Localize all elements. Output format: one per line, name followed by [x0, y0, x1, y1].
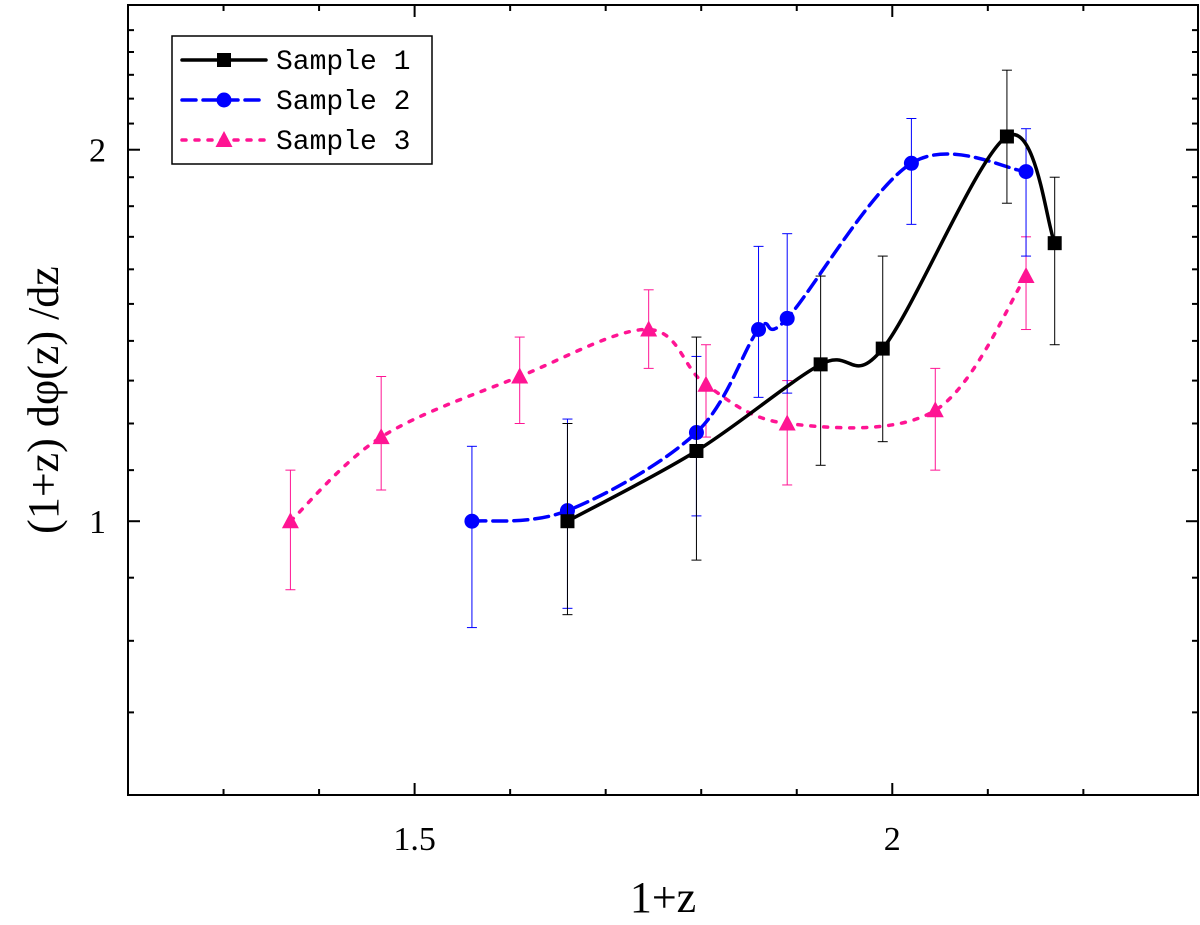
legend-label: Sample 3: [276, 127, 410, 158]
data-point: [926, 401, 944, 418]
series-sample-1: [560, 69, 1062, 616]
data-point: [778, 414, 796, 431]
legend-label: Sample 1: [276, 47, 410, 78]
ticks-layer: 1.5 2 1 2: [89, 5, 1198, 858]
data-point: [464, 513, 480, 529]
plot-area-frame: [127, 4, 1199, 796]
legend-items: Sample 1 Sample 2 Sample 3: [180, 47, 410, 158]
legend-item: Sample 2: [180, 87, 410, 118]
data-point: [751, 322, 767, 338]
error-bar: [1049, 176, 1060, 346]
error-bar: [285, 469, 296, 591]
legend-item: Sample 1: [180, 47, 410, 78]
series-sample-2: [464, 117, 1034, 629]
error-bar: [753, 245, 764, 398]
error-bar: [930, 367, 941, 471]
data-point: [372, 428, 390, 445]
legend-label: Sample 2: [276, 87, 410, 118]
error-bar: [782, 380, 793, 486]
data-point: [689, 443, 704, 458]
legend-marker: [217, 53, 231, 67]
error-bar: [906, 117, 917, 225]
y-axis-title: (1+z) dφ(z) /dz: [19, 266, 68, 534]
error-bar: [1021, 128, 1032, 257]
x-axis-title: 1+z: [630, 873, 696, 922]
data-point: [813, 357, 828, 372]
x-tick-label: 1.5: [393, 821, 436, 858]
data-point: [903, 155, 919, 171]
y-tick-label: 2: [89, 133, 106, 170]
series-line: [288, 274, 1028, 523]
data-point: [999, 129, 1014, 144]
series-layer: [281, 69, 1062, 629]
series-line: [565, 132, 1057, 523]
series-line: [470, 152, 1028, 523]
data-point: [281, 512, 299, 529]
data-point: [875, 341, 890, 356]
error-bar: [466, 445, 477, 629]
series-sample-3: [281, 236, 1035, 591]
legend-marker: [216, 92, 232, 108]
data-point: [1017, 267, 1035, 284]
data-point: [640, 320, 658, 337]
legend-marker: [215, 131, 233, 147]
legend: Sample 1 Sample 2 Sample 3: [171, 35, 433, 165]
legend-item: Sample 3: [180, 127, 410, 158]
data-point: [697, 375, 715, 392]
data-point: [560, 514, 575, 529]
data-point: [1047, 236, 1062, 251]
data-point: [511, 367, 529, 384]
data-point: [779, 310, 795, 326]
data-point: [1018, 164, 1034, 180]
x-tick-label: 2: [884, 821, 901, 858]
y-tick-label: 1: [89, 504, 106, 541]
